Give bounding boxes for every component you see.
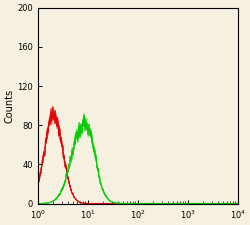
Y-axis label: Counts: Counts bbox=[4, 89, 14, 123]
